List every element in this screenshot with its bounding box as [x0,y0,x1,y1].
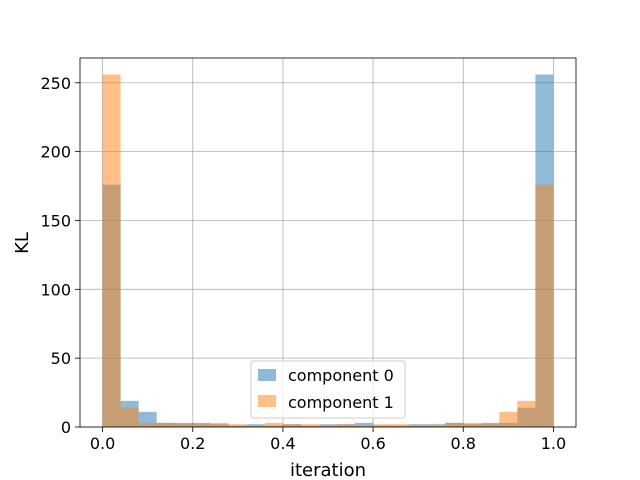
axis-ticks: 0.0 0.2 0.4 0.6 0.8 1.0 0 50 100 150 200 250 [40,74,566,453]
bar-component-1 [264,422,283,427]
bar-component-1 [318,425,338,427]
bar-component-0 [355,422,374,427]
legend-swatch-component-0 [258,369,276,381]
bar-component-1 [355,425,374,427]
x-axis-label: iteration [290,460,366,480]
bar-component-1 [138,422,157,427]
bar-component-1 [246,425,265,427]
bar-component-1 [228,424,247,427]
histogram-bars [102,74,554,427]
plot-frame [79,57,577,428]
bar-component-1 [373,424,392,427]
y-tick-label: 200 [40,143,71,162]
bar-component-1 [210,422,229,427]
bar-component-1 [282,424,301,427]
bar-component-1 [535,184,554,427]
x-tick-label: 1.0 [541,434,566,453]
y-tick-label: 250 [40,74,71,93]
x-tick-label: 0.2 [180,434,205,453]
bar-component-1 [156,422,175,427]
y-tick-label: 0 [61,418,71,437]
x-tick-label: 0.4 [270,434,295,453]
bar-component-1 [300,424,319,427]
legend: component 0 component 1 [250,360,406,419]
bar-component-1 [463,422,482,427]
legend-label-component-1: component 1 [288,393,394,412]
bar-component-1 [445,422,464,427]
legend-label-component-0: component 0 [288,366,394,385]
bar-component-1 [481,424,500,427]
bar-component-1 [120,407,139,427]
legend-swatch-component-1 [258,395,276,407]
bar-component-1 [174,424,193,427]
legend-frame [250,360,406,419]
bar-component-1 [427,425,446,427]
bar-component-1 [499,411,518,427]
bar-component-1 [192,424,211,427]
bar-component-1 [337,424,356,427]
x-tick-label: 0.0 [90,434,115,453]
bar-component-1 [517,400,536,427]
x-tick-label: 0.8 [451,434,476,453]
x-tick-label: 0.6 [360,434,385,453]
bar-component-1 [409,425,428,427]
y-tick-label: 100 [40,280,71,299]
bar-component-1 [391,424,410,427]
y-tick-label: 50 [51,349,71,368]
y-tick-label: 150 [40,211,71,230]
y-axis-label: KL [12,232,33,254]
bar-component-1 [102,74,121,427]
